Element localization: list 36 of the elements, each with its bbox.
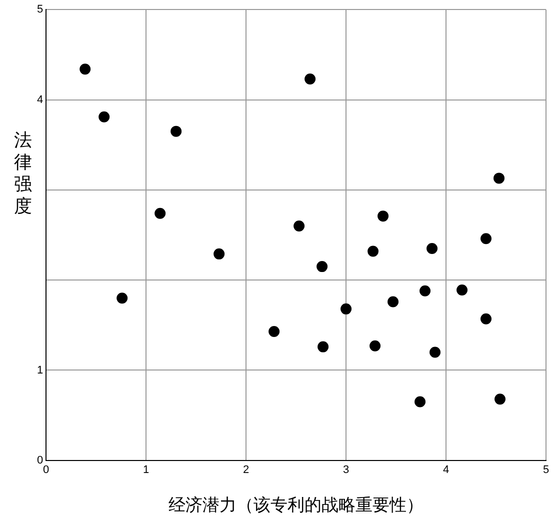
point bbox=[494, 394, 506, 405]
x-tick-label: 3 bbox=[342, 464, 350, 476]
point bbox=[420, 285, 431, 296]
x-tick-label: 4 bbox=[442, 464, 450, 476]
point bbox=[316, 261, 328, 272]
point bbox=[426, 243, 438, 254]
point bbox=[480, 313, 492, 324]
point bbox=[154, 208, 166, 219]
point bbox=[340, 303, 352, 314]
y-tick-label: 5 bbox=[36, 4, 44, 16]
y-tick-label: 1 bbox=[36, 364, 44, 376]
point bbox=[456, 284, 468, 296]
point bbox=[304, 74, 316, 85]
x-tick-label: 2 bbox=[243, 464, 250, 476]
y-axis-title: 法律强度 bbox=[13, 130, 33, 218]
point bbox=[170, 126, 182, 137]
point bbox=[294, 220, 305, 232]
point bbox=[480, 233, 492, 244]
point bbox=[414, 396, 426, 408]
y-tick-label: 4 bbox=[36, 94, 44, 106]
point bbox=[378, 210, 389, 222]
point bbox=[494, 172, 505, 184]
x-tick-label: 5 bbox=[542, 464, 550, 476]
x-axis-title: 经济潜力（该专利的战略重要性） bbox=[168, 495, 424, 514]
point bbox=[318, 341, 329, 352]
x-tick-label: 1 bbox=[143, 464, 150, 476]
point bbox=[80, 64, 91, 75]
point bbox=[98, 111, 110, 122]
point bbox=[370, 340, 381, 352]
point bbox=[214, 248, 225, 260]
y-tick-label: 0 bbox=[36, 454, 44, 466]
point bbox=[368, 246, 379, 257]
point bbox=[388, 296, 399, 308]
point bbox=[430, 346, 441, 358]
point bbox=[116, 292, 128, 304]
point bbox=[268, 326, 280, 337]
